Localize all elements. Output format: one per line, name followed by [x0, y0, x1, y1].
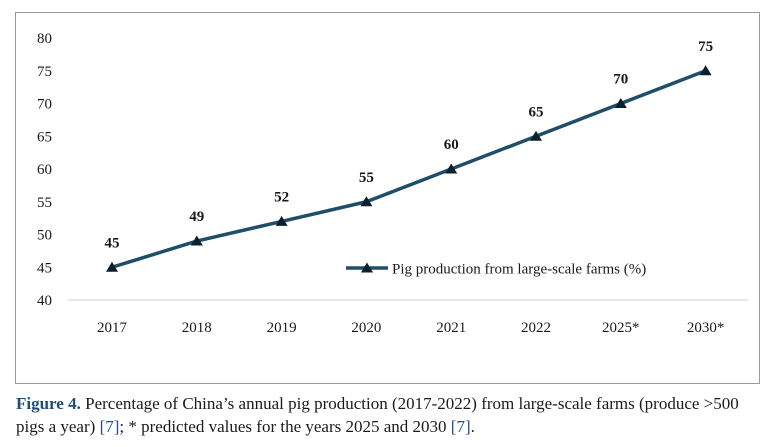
citation-link-1[interactable]: [7]	[99, 417, 120, 436]
data-point	[445, 163, 458, 174]
caption-text-3: .	[470, 417, 475, 436]
data-label: 60	[444, 137, 459, 153]
x-axis-ticks: 2017 2018 2019 2020 2021 2022 2025* 2030*	[97, 320, 724, 336]
data-label: 52	[274, 189, 289, 205]
x-tick-label: 2030*	[687, 320, 725, 336]
figure-caption: Figure 4. Percentage of China’s annual p…	[16, 392, 766, 438]
x-tick-label: 2017	[97, 320, 128, 336]
data-point	[530, 130, 542, 141]
data-label: 75	[698, 39, 713, 55]
data-labels: 45 49 52 55 60 65 70 75	[105, 39, 714, 252]
citation-link-2[interactable]: [7]	[450, 417, 471, 436]
legend: Pig production from large-scale farms (%…	[346, 262, 646, 278]
x-tick-label: 2025*	[602, 320, 640, 336]
y-tick-label: 40	[37, 293, 52, 309]
data-point	[106, 261, 118, 272]
y-tick-label: 80	[37, 31, 52, 47]
data-label: 70	[613, 72, 628, 88]
caption-text-2: ; * predicted values for the years 2025 …	[119, 417, 451, 436]
y-tick-label: 70	[37, 97, 52, 113]
data-label: 65	[529, 104, 544, 120]
data-label: 49	[189, 209, 204, 225]
series-line	[111, 69, 707, 269]
legend-marker	[361, 262, 373, 273]
y-tick-label: 75	[37, 64, 52, 80]
x-tick-label: 2018	[182, 320, 212, 336]
y-axis-ticks: 40 45 50 55 60 65 70 75 80	[37, 31, 52, 309]
y-tick-label: 60	[37, 162, 52, 178]
x-tick-label: 2020	[351, 320, 381, 336]
data-point	[275, 215, 288, 226]
y-tick-label: 55	[37, 195, 52, 211]
figure-label: Figure 4.	[16, 394, 81, 413]
data-point	[614, 98, 627, 108]
data-point	[360, 196, 373, 207]
data-label: 45	[105, 235, 120, 251]
x-tick-label: 2019	[267, 320, 297, 336]
data-label: 55	[359, 170, 374, 186]
x-tick-label: 2022	[521, 320, 551, 336]
data-point	[190, 235, 203, 246]
x-tick-label: 2021	[436, 320, 466, 336]
series-markers	[106, 65, 712, 272]
data-point	[699, 65, 712, 76]
y-tick-label: 50	[37, 228, 52, 244]
chart-frame	[15, 12, 760, 384]
y-tick-label: 45	[37, 260, 52, 276]
legend-label: Pig production from large-scale farms (%…	[392, 262, 646, 278]
caption-text-1: Percentage of China’s annual pig product…	[16, 394, 739, 436]
y-tick-label: 65	[37, 129, 52, 145]
